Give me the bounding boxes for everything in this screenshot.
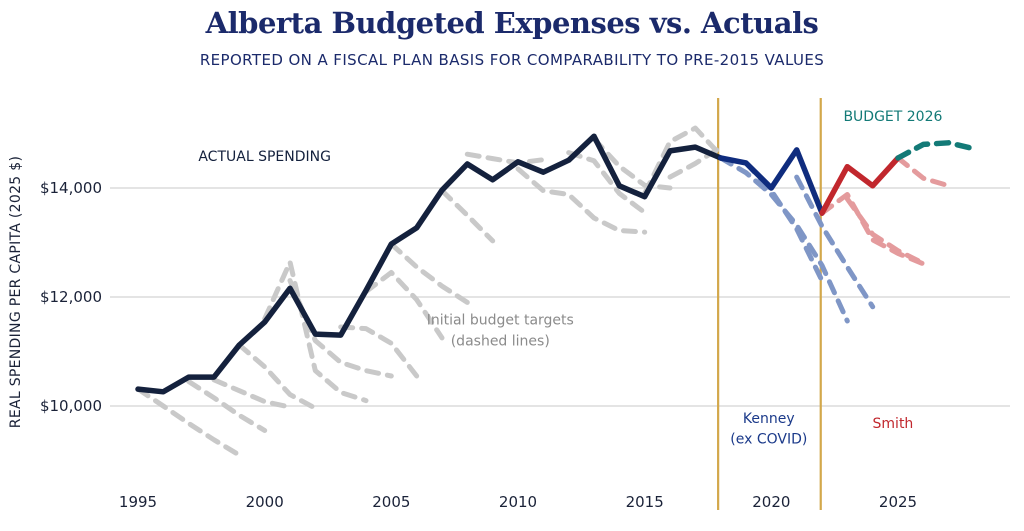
- y-tick-label: $12,000: [40, 288, 102, 306]
- x-tick-label: 2000: [246, 493, 284, 511]
- series-line-budget-target-2013: [591, 136, 673, 191]
- y-axis-label: REAL SPENDING PER CAPITA (2025 $): [8, 156, 24, 428]
- series-line-budget-target-2025: [895, 155, 952, 189]
- annotations: ACTUAL SPENDING BUDGET 2026 Initial budget…: [198, 109, 942, 448]
- gridlines: [110, 187, 1010, 407]
- y-axis-ticks: $10,000 $12,000 $14,000: [40, 179, 102, 415]
- series-line-budget-2026: [895, 140, 977, 161]
- chart-title: Alberta Budgeted Expenses vs. Actuals: [205, 6, 819, 40]
- series-line-budget-target-2022: [794, 174, 876, 310]
- series-line-budget-target-2007: [439, 188, 496, 244]
- series-line-budget-target-2015: [642, 125, 724, 196]
- series-line-budget-target-1999: [236, 342, 318, 411]
- series-line-budget-target-2000: [262, 259, 369, 404]
- x-tick-label: 2015: [626, 493, 664, 511]
- y-tick-label: $10,000: [40, 397, 102, 415]
- series-line-budget-target-2023: [819, 192, 926, 267]
- actual-spending-lines: [135, 133, 977, 395]
- annotation-budget-2026: BUDGET 2026: [843, 109, 942, 125]
- annotation-initial-budget-targets: Initial budget targets: [427, 312, 574, 328]
- chart-subtitle: REPORTED ON A FISCAL PLAN BASIS FOR COMP…: [199, 51, 825, 69]
- x-tick-label: 2020: [752, 493, 790, 511]
- series-line-budget-target-2024: [844, 196, 926, 266]
- annotation-actual-spending: ACTUAL SPENDING: [198, 149, 331, 165]
- series-line-budget-target-2008: [464, 151, 546, 166]
- annotation-kenney: Kenney: [743, 411, 795, 427]
- x-tick-label: 1995: [119, 493, 157, 511]
- series-line-budget-target-1998: [211, 377, 293, 410]
- series-line-actual-spending-pre-kenney-: [135, 133, 724, 395]
- series-line-budget-target-1995: [135, 386, 242, 458]
- x-tick-label: 2010: [499, 493, 537, 511]
- series-line-budget-target-2010: [515, 166, 648, 235]
- annotation-ex-covid: (ex COVID): [730, 432, 807, 448]
- era-divider-lines: [717, 98, 822, 510]
- series-line-actual-spending-kenney-: [717, 147, 825, 216]
- series-line-budget-target-2003: [338, 324, 420, 379]
- x-tick-label: 2025: [879, 493, 917, 511]
- series-line-budget-target-2012: [566, 150, 648, 215]
- series-line-budget-target-2004: [363, 270, 445, 341]
- series-line-budget-target-1997: [186, 379, 268, 433]
- series-line-actual-spending-smith-: [819, 155, 901, 216]
- annotation-smith: Smith: [873, 416, 914, 432]
- x-tick-label: 2005: [372, 493, 410, 511]
- annotation-dashed-lines: (dashed lines): [451, 334, 550, 350]
- y-tick-label: $14,000: [40, 179, 102, 197]
- x-axis-ticks: 1995 2000 2005 2010 2015 2020 2025: [119, 493, 917, 511]
- series-line-budget-target-2005: [388, 241, 470, 305]
